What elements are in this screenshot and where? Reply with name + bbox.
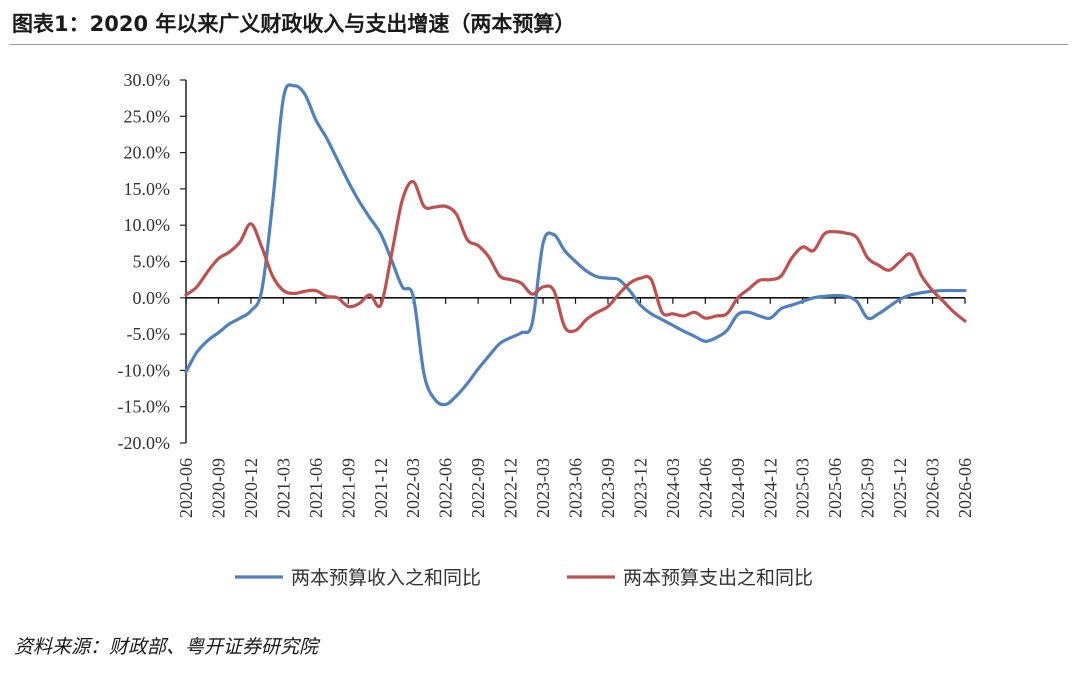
y-tick-label: -20.0% <box>118 433 171 453</box>
legend-label: 两本预算支出之和同比 <box>623 567 813 589</box>
x-tick-label: 2022-09 <box>468 458 488 518</box>
x-tick-label: 2020-06 <box>176 458 196 518</box>
x-tick-label: 2021-03 <box>273 458 293 518</box>
y-tick-label: 20.0% <box>124 143 171 163</box>
x-tick-label: 2026-06 <box>955 458 975 518</box>
legend-label: 两本预算收入之和同比 <box>291 567 481 589</box>
y-tick-label: 0.0% <box>133 288 171 308</box>
x-tick-label: 2024-03 <box>663 458 683 518</box>
x-tick-label: 2023-03 <box>533 458 553 518</box>
x-tick-label: 2024-06 <box>695 458 715 518</box>
x-tick-label: 2025-12 <box>890 458 910 518</box>
y-tick-label: -10.0% <box>118 360 171 380</box>
x-tick-label: 2021-09 <box>338 458 358 518</box>
y-tick-label: 5.0% <box>133 252 171 272</box>
x-axis: 2020-06 2020-09 2020-12 2021-03 2021-06 2021-… <box>176 296 975 518</box>
figure-title: 图表1：2020 年以来广义财政收入与支出增速（两本预算） <box>12 12 576 36</box>
y-tick-label: 25.0% <box>124 106 171 126</box>
title-divider <box>10 44 1068 45</box>
x-tick-label: 2021-06 <box>306 458 326 518</box>
x-tick-label: 2026-03 <box>923 458 943 518</box>
source-note: 资料来源：财政部、粤开证券研究院 <box>14 636 319 658</box>
y-tick-label: 30.0% <box>124 70 171 90</box>
x-tick-label: 2021-12 <box>371 458 391 518</box>
x-tick-label: 2024-09 <box>728 458 748 518</box>
x-tick-label: 2020-09 <box>208 458 228 518</box>
series-lines <box>184 83 967 407</box>
x-tick-label: 2022-03 <box>403 458 423 518</box>
y-tick-label: -5.0% <box>127 324 171 344</box>
x-tick-label: 2022-12 <box>501 458 521 518</box>
x-tick-label: 2020-12 <box>241 458 261 518</box>
revenue-series-line <box>184 83 967 407</box>
y-tick-label: 15.0% <box>124 179 171 199</box>
x-tick-label: 2025-06 <box>825 458 845 518</box>
x-tick-label: 2025-09 <box>858 458 878 518</box>
y-tick-label: 10.0% <box>124 215 171 235</box>
x-tick-label: 2025-03 <box>793 458 813 518</box>
legend: 两本预算收入之和同比 两本预算支出之和同比 <box>235 567 813 589</box>
x-tick-label: 2022-06 <box>436 458 456 518</box>
expenditure-series-line <box>184 180 967 334</box>
y-tick-label: -15.0% <box>118 397 171 417</box>
x-tick-label: 2023-06 <box>566 458 586 518</box>
x-tick-label: 2023-12 <box>630 458 650 518</box>
y-axis: 30.0% 25.0% 20.0% 15.0% 10.0% 5.0% 0.0% -5.0% -1… <box>118 70 187 453</box>
x-tick-label: 2023-09 <box>598 458 618 518</box>
x-tick-label: 2024-12 <box>760 458 780 518</box>
line-chart: 30.0% 25.0% 20.0% 15.0% 10.0% 5.0% 0.0% -5.0% -1… <box>118 70 976 589</box>
